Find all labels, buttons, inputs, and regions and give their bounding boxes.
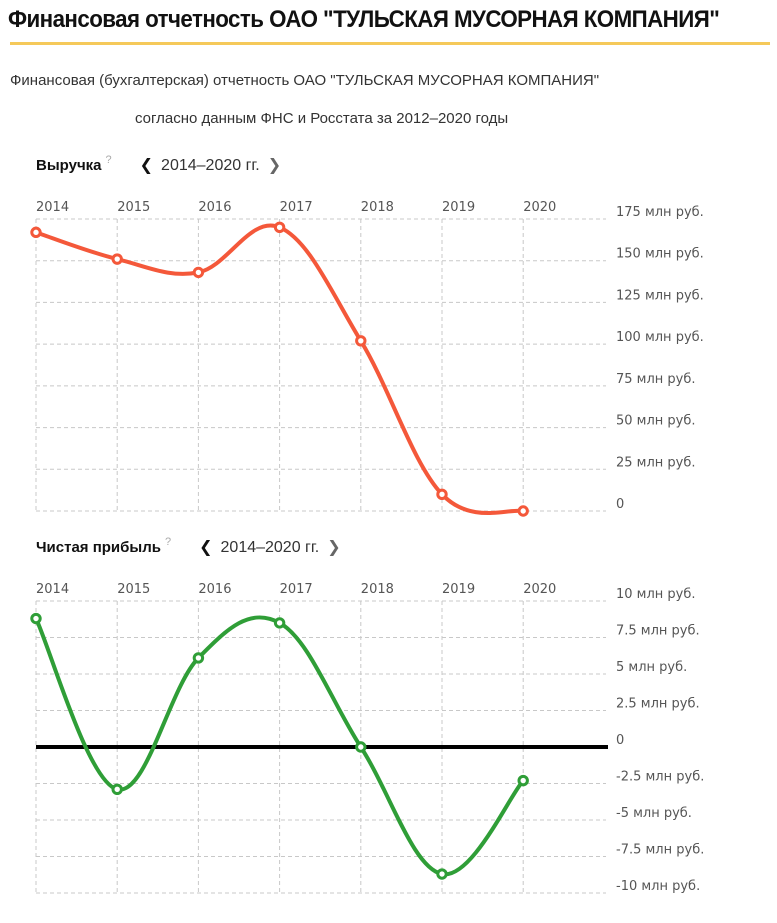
chevron-left-icon[interactable]: ❮ xyxy=(199,539,213,556)
x-tick-label: 2014 xyxy=(36,582,69,597)
y-tick-label: 50 млн руб. xyxy=(616,414,696,429)
data-point xyxy=(111,253,123,265)
y-tick-label: -7.5 млн руб. xyxy=(616,843,704,858)
data-point xyxy=(30,612,42,625)
report-source-note: согласно данным ФНС и Росстата за 2012–2… xyxy=(135,110,509,127)
data-point xyxy=(436,868,448,880)
y-tick-label: 150 млн руб. xyxy=(616,247,704,262)
x-tick-label: 2017 xyxy=(280,582,313,597)
y-tick-label: 0 xyxy=(616,733,624,748)
period-selector: ❮ 2014–2020 гг. ❯ xyxy=(140,155,282,175)
x-tick-label: 2015 xyxy=(117,200,150,215)
period-selector: ❮ 2014–2020 гг. ❯ xyxy=(199,537,341,557)
x-tick-label: 2017 xyxy=(280,200,313,215)
data-point xyxy=(30,226,42,239)
chevron-right-icon[interactable]: ❯ xyxy=(327,539,341,556)
chevron-left-icon[interactable]: ❮ xyxy=(139,157,154,174)
profit-chart-header: Чистая прибыль ? ❮ 2014–2020 гг. ❯ xyxy=(36,536,341,557)
data-point xyxy=(355,335,367,347)
revenue-chart: 175 млн руб. 150 млн руб. 125 млн руб. 100 … xyxy=(30,200,704,517)
y-tick-label: 175 млн руб. xyxy=(616,205,704,220)
data-point xyxy=(111,783,123,796)
data-point xyxy=(355,741,367,753)
y-tick-label: 2.5 млн руб. xyxy=(616,697,700,712)
chevron-right-icon[interactable]: ❯ xyxy=(267,157,282,174)
x-tick-label: 2020 xyxy=(523,200,556,215)
y-tick-label: 5 млн руб. xyxy=(616,660,687,675)
x-tick-label: 2018 xyxy=(361,200,394,215)
x-tick-label: 2019 xyxy=(442,200,475,215)
data-point xyxy=(192,652,205,664)
y-tick-label: 100 млн руб. xyxy=(616,330,704,345)
y-tick-label: 25 млн руб. xyxy=(616,455,696,470)
x-tick-label: 2018 xyxy=(361,582,394,597)
page-title: Финансовая отчетность ОАО "ТУЛЬСКАЯ МУСО… xyxy=(8,6,720,33)
x-tick-label: 2020 xyxy=(523,582,556,597)
data-point xyxy=(517,774,529,787)
y-tick-label: -10 млн руб. xyxy=(616,879,700,894)
y-tick-label: -2.5 млн руб. xyxy=(616,770,704,785)
title-underline xyxy=(10,42,770,45)
data-point xyxy=(273,221,286,234)
profit-chart: 10 млн руб. 7.5 млн руб. 5 млн руб. 2.5 млн… xyxy=(30,582,704,894)
y-tick-label: 0 xyxy=(616,497,624,512)
revenue-chart-header: Выручка ? ❮ 2014–2020 гг. ❯ xyxy=(36,154,282,175)
x-tick-label: 2016 xyxy=(198,200,231,215)
y-tick-label: 125 млн руб. xyxy=(616,288,704,303)
help-icon[interactable]: ? xyxy=(105,154,112,166)
data-point xyxy=(273,617,286,629)
report-subtitle: Финансовая (бухгалтерская) отчетность ОА… xyxy=(10,72,600,89)
x-tick-label: 2016 xyxy=(198,582,231,597)
x-tick-label: 2014 xyxy=(36,200,69,215)
revenue-chart-title: Выручка xyxy=(36,157,102,174)
data-point xyxy=(192,266,205,279)
y-tick-label: 10 млн руб. xyxy=(616,587,696,602)
period-label: 2014–2020 гг. xyxy=(161,157,260,174)
help-icon[interactable]: ? xyxy=(164,536,172,548)
y-tick-label: 75 млн руб. xyxy=(616,372,696,387)
x-tick-label: 2015 xyxy=(117,582,150,597)
data-point xyxy=(436,488,448,501)
y-tick-label: 7.5 млн руб. xyxy=(616,624,700,639)
x-tick-label: 2019 xyxy=(442,582,475,597)
period-label: 2014–2020 гг. xyxy=(220,539,320,556)
data-point xyxy=(517,505,529,517)
profit-chart-title: Чистая прибыль xyxy=(36,539,161,556)
y-tick-label: -5 млн руб. xyxy=(616,806,692,821)
